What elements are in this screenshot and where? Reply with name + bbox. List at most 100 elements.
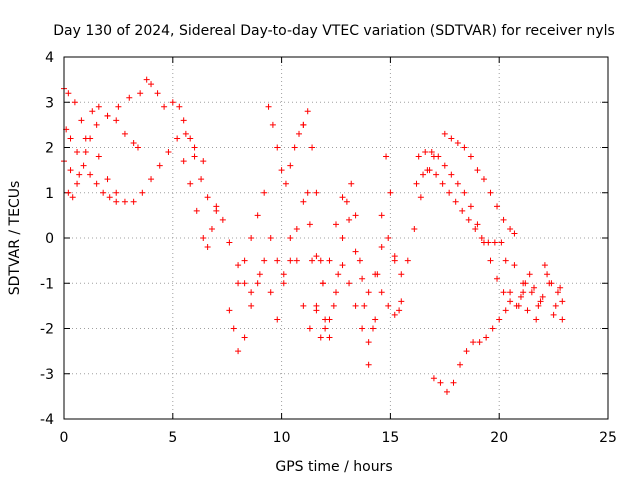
data-point <box>71 99 78 106</box>
data-point <box>193 207 200 214</box>
data-point <box>291 144 298 151</box>
y-tick-label: -3 <box>40 367 54 383</box>
data-point <box>241 334 248 341</box>
data-point <box>67 135 74 142</box>
data-point <box>322 316 329 323</box>
axis-ticks: 0 5 10 15 20 25 -4 -3 -2 -1 0 1 2 3 4 <box>40 50 617 446</box>
data-point <box>300 198 307 205</box>
data-point <box>89 108 96 115</box>
data-point <box>134 144 141 151</box>
data-point <box>154 90 161 97</box>
plot-frame <box>63 56 609 420</box>
data-point <box>287 162 294 169</box>
data-point <box>526 271 533 278</box>
data-point <box>559 298 566 305</box>
data-point <box>498 239 505 246</box>
data-point <box>306 221 313 228</box>
data-point <box>74 149 81 156</box>
data-point <box>496 316 503 323</box>
data-point <box>204 244 211 251</box>
data-point <box>235 280 242 287</box>
data-point <box>69 194 76 201</box>
data-point <box>361 302 368 309</box>
data-point <box>502 257 509 264</box>
data-point <box>113 198 120 205</box>
data-point <box>372 316 379 323</box>
data-point <box>309 144 316 151</box>
data-point <box>254 280 261 287</box>
data-point <box>278 167 285 174</box>
data-point <box>465 216 472 223</box>
data-point <box>398 298 405 305</box>
data-point <box>531 284 538 291</box>
data-point <box>454 139 461 146</box>
series-track-a <box>61 76 263 296</box>
series-track-c <box>63 126 120 205</box>
data-point <box>461 144 468 151</box>
data-point <box>348 180 355 187</box>
data-point <box>537 298 544 305</box>
data-point <box>113 189 120 196</box>
data-point <box>280 271 287 278</box>
data-point <box>256 271 263 278</box>
data-point <box>339 194 346 201</box>
data-point <box>235 348 242 355</box>
data-point <box>422 149 429 156</box>
data-point <box>65 189 72 196</box>
data-point <box>441 130 448 137</box>
x-tick-label: 10 <box>273 430 291 446</box>
data-point <box>287 235 294 241</box>
data-point <box>241 257 248 264</box>
data-point <box>430 375 437 382</box>
data-point <box>457 361 464 368</box>
data-point <box>161 103 168 110</box>
data-point <box>93 121 100 128</box>
data-point <box>539 293 546 300</box>
data-point <box>507 289 514 296</box>
x-tick-label: 0 <box>60 430 69 446</box>
series-track-l <box>441 130 518 237</box>
data-point <box>385 235 392 241</box>
data-point <box>313 253 320 260</box>
data-point <box>248 235 255 241</box>
data-point <box>287 257 294 264</box>
series-track-d <box>65 103 141 201</box>
data-point <box>528 289 535 296</box>
data-point <box>415 153 422 160</box>
data-point <box>383 153 390 160</box>
y-tick-label: 1 <box>45 186 54 202</box>
x-axis-label: GPS time / hours <box>275 459 392 475</box>
data-point <box>485 239 492 246</box>
data-point <box>269 121 276 128</box>
data-point <box>248 302 255 309</box>
y-tick-label: 3 <box>45 95 54 111</box>
data-point <box>191 144 198 151</box>
data-point <box>443 388 450 395</box>
data-point <box>396 307 403 314</box>
data-point <box>226 239 233 246</box>
data-point <box>480 176 487 183</box>
data-point <box>352 212 359 219</box>
data-point <box>487 189 494 196</box>
y-tick-label: -2 <box>40 322 54 338</box>
data-point <box>511 262 518 269</box>
data-point <box>143 76 150 83</box>
data-point <box>346 280 353 287</box>
data-point <box>489 325 496 332</box>
grid <box>64 57 608 419</box>
series-track-j <box>415 149 527 309</box>
data-point <box>313 189 320 196</box>
data-point <box>261 189 268 196</box>
data-point <box>113 117 120 124</box>
data-point <box>104 176 111 183</box>
x-tick-label: 15 <box>381 430 399 446</box>
data-point <box>459 207 466 214</box>
data-point <box>500 216 507 223</box>
data-point <box>306 325 313 332</box>
data-point <box>304 108 311 115</box>
x-tick-label: 25 <box>599 430 617 446</box>
data-point <box>267 235 274 241</box>
data-point <box>296 130 303 137</box>
data-point <box>359 275 366 282</box>
series-track-b <box>61 85 207 205</box>
